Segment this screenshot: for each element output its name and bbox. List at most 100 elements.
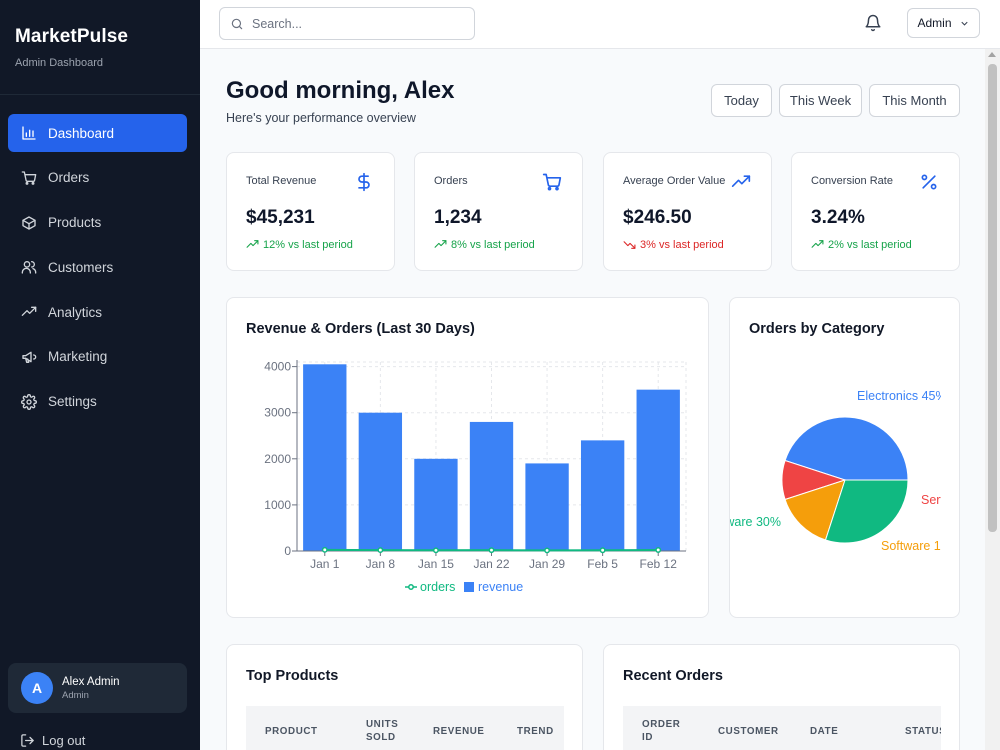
revenue-orders-chart: 0 1000 2000 3000 4000 Jan 1 Jan 8 Jan 15 Jan 22 J… <box>264 360 687 594</box>
percent-icon <box>919 172 939 192</box>
stat-card-orders: Orders 1,234 8% vs last period <box>414 152 583 271</box>
logout-button[interactable]: Log out <box>20 733 85 748</box>
bell-icon <box>865 14 881 32</box>
trend-up-icon <box>811 240 824 248</box>
trending-up-icon <box>21 304 37 320</box>
logout-label: Log out <box>42 733 86 748</box>
stat-value: $246.50 <box>623 207 692 228</box>
stat-value: $45,231 <box>246 207 315 228</box>
admin-label: Admin <box>917 16 952 30</box>
column-header[interactable]: ORDER ID <box>642 719 681 743</box>
logout-icon <box>21 734 34 747</box>
admin-dropdown[interactable]: Admin <box>907 8 980 38</box>
legend-orders-label: orders <box>420 580 455 594</box>
stat-label: Orders <box>434 175 468 187</box>
user-role: Admin <box>62 689 89 701</box>
stat-label: Total Revenue <box>246 175 317 187</box>
trend-up-icon <box>246 240 259 248</box>
page-title: Good morning, Alex <box>226 77 455 104</box>
legend-revenue-label: revenue <box>478 580 523 594</box>
period-today-button[interactable]: Today <box>711 84 772 117</box>
scrollbar-thumb[interactable] <box>988 64 997 532</box>
top-products-card: Top Products PRODUCT UNITS SOLD REVENUE … <box>226 644 583 750</box>
sidebar-item-customers[interactable]: Customers <box>8 248 187 286</box>
stat-label: Conversion Rate <box>811 175 893 187</box>
sidebar: MarketPulse Admin Dashboard Dashboard Or… <box>0 0 200 750</box>
megaphone-icon <box>21 349 37 365</box>
revenue-bar <box>580 440 625 551</box>
trending-up-icon <box>731 172 751 192</box>
search-box[interactable] <box>219 7 475 40</box>
sidebar-item-marketing[interactable]: Marketing <box>8 338 187 376</box>
avatar: A <box>21 672 53 704</box>
x-tick-label: Feb 12 <box>640 557 678 571</box>
trend-down-icon <box>623 241 636 249</box>
orders-point <box>488 547 495 554</box>
orders-point <box>655 547 662 553</box>
column-header[interactable]: REVENUE <box>433 725 485 737</box>
stat-card-aov: Average Order Value $246.50 3% vs last p… <box>603 152 772 271</box>
sidebar-item-analytics[interactable]: Analytics <box>8 293 187 331</box>
pie-label: Services 10% <box>921 493 941 507</box>
stat-trend: 8% vs last period <box>434 238 535 251</box>
orders-point <box>544 547 551 554</box>
orders-point <box>432 547 439 554</box>
column-header[interactable]: DATE <box>810 725 839 737</box>
x-tick-label: Jan 8 <box>366 557 396 571</box>
sidebar-item-settings[interactable]: Settings <box>8 383 187 421</box>
user-name: Alex Admin <box>62 675 120 688</box>
cart-icon <box>21 170 37 186</box>
x-tick-label: Jan 15 <box>418 557 454 571</box>
sidebar-item-label: Customers <box>48 259 114 275</box>
dollar-icon <box>354 172 374 192</box>
category-chart-title: Orders by Category <box>749 321 885 337</box>
y-tick-label: 0 <box>284 544 291 558</box>
box-icon <box>21 215 37 231</box>
page-subtitle: Here's your performance overview <box>226 111 416 125</box>
recent-orders-table-header: ORDER ID CUSTOMER DATE STATUS <box>623 706 941 750</box>
x-tick-label: Jan 22 <box>473 557 509 571</box>
scroll-up-arrow[interactable] <box>988 52 996 57</box>
sidebar-nav: Dashboard Orders Products Customers Anal… <box>8 114 187 428</box>
sidebar-item-dashboard[interactable]: Dashboard <box>8 114 187 152</box>
stat-trend: 12% vs last period <box>246 238 353 251</box>
stat-card-conversion: Conversion Rate 3.24% 2% vs last period <box>791 152 960 271</box>
column-header[interactable]: TREND <box>517 725 554 737</box>
cart-icon <box>542 172 562 192</box>
revenue-chart-title: Revenue & Orders (Last 30 Days) <box>246 321 475 337</box>
period-month-button[interactable]: This Month <box>869 84 960 117</box>
pie-label: Software 15% <box>881 539 941 553</box>
orders-point <box>377 547 384 554</box>
chevron-down-icon <box>960 21 968 26</box>
search-icon <box>231 18 243 29</box>
column-header[interactable]: UNITS SOLD <box>366 719 399 743</box>
notification-button[interactable] <box>864 14 882 32</box>
top-products-table-header: PRODUCT UNITS SOLD REVENUE TREND <box>246 706 564 750</box>
period-week-button[interactable]: This Week <box>779 84 862 117</box>
category-chart-card: Orders by Category Electronics 45% Servic… <box>729 297 960 618</box>
pie-label: Hardware 30% <box>730 515 781 529</box>
pie-label: Electronics 45% <box>857 389 941 403</box>
column-header[interactable]: CUSTOMER <box>718 725 779 737</box>
revenue-chart-card: Revenue & Orders (Last 30 Days) 0 1000 200… <box>226 297 709 618</box>
revenue-bar <box>303 364 347 551</box>
sidebar-item-orders[interactable]: Orders <box>8 159 187 197</box>
sidebar-item-label: Orders <box>48 170 90 186</box>
stat-value: 1,234 <box>434 207 482 228</box>
bar-chart-icon <box>21 125 37 141</box>
stat-card-revenue: Total Revenue $45,231 12% vs last period <box>226 152 395 271</box>
sidebar-item-label: Products <box>48 215 102 231</box>
pie-slice <box>824 479 909 544</box>
search-input[interactable] <box>252 16 452 31</box>
sidebar-item-products[interactable]: Products <box>8 204 187 242</box>
user-card[interactable]: A Alex Admin Admin <box>8 663 187 713</box>
column-header[interactable]: STATUS <box>905 725 941 737</box>
orders-point <box>599 547 606 554</box>
y-tick-label: 2000 <box>264 452 291 466</box>
orders-point <box>321 546 328 553</box>
sidebar-item-label: Analytics <box>48 304 103 320</box>
stat-trend: 2% vs last period <box>811 238 912 251</box>
column-header[interactable]: PRODUCT <box>265 725 318 737</box>
brand-subtitle: Admin Dashboard <box>15 57 104 69</box>
x-tick-label: Jan 1 <box>310 557 340 571</box>
